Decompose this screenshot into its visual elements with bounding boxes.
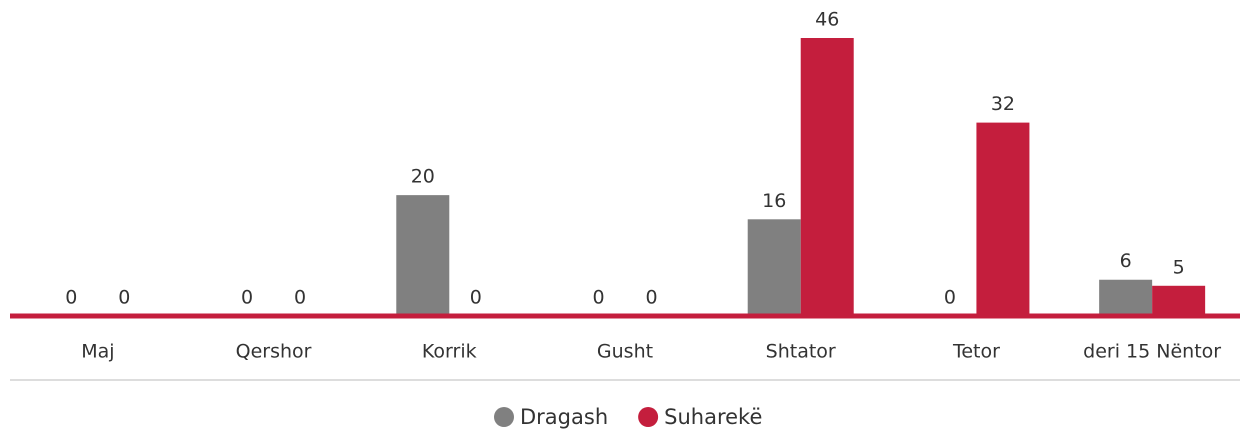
- bar: [747, 219, 801, 316]
- data-label: 0: [65, 287, 77, 309]
- data-label: 46: [815, 9, 839, 31]
- legend-swatch: [494, 407, 514, 427]
- bar: [800, 38, 854, 316]
- legend-label: Suharekë: [664, 405, 762, 429]
- x-tick-label: Gusht: [597, 341, 653, 363]
- data-label: 0: [645, 287, 657, 309]
- data-label: 16: [762, 190, 786, 212]
- data-label: 0: [118, 287, 130, 309]
- x-tick-label: Maj: [81, 341, 114, 363]
- legend-swatch: [638, 407, 659, 427]
- bar: [1152, 285, 1206, 316]
- data-label: 5: [1173, 256, 1185, 278]
- legend-label: Dragash: [520, 405, 608, 429]
- data-label: 0: [241, 287, 253, 309]
- data-label: 0: [470, 287, 482, 309]
- data-label: 0: [294, 287, 306, 309]
- x-tick-label: Tetor: [952, 341, 1000, 363]
- bar: [396, 195, 450, 316]
- bar: [976, 122, 1030, 316]
- x-tick-label: Korrik: [422, 341, 477, 363]
- data-label: 20: [411, 166, 435, 188]
- data-label: 6: [1120, 250, 1132, 272]
- x-tick-label: Qershor: [236, 341, 312, 363]
- data-label: 0: [944, 287, 956, 309]
- data-label: 32: [991, 93, 1015, 115]
- bar: [1099, 279, 1153, 316]
- x-tick-label: deri 15 Nëntor: [1083, 341, 1221, 363]
- x-tick-label: Shtator: [766, 341, 836, 363]
- data-label: 0: [592, 287, 604, 309]
